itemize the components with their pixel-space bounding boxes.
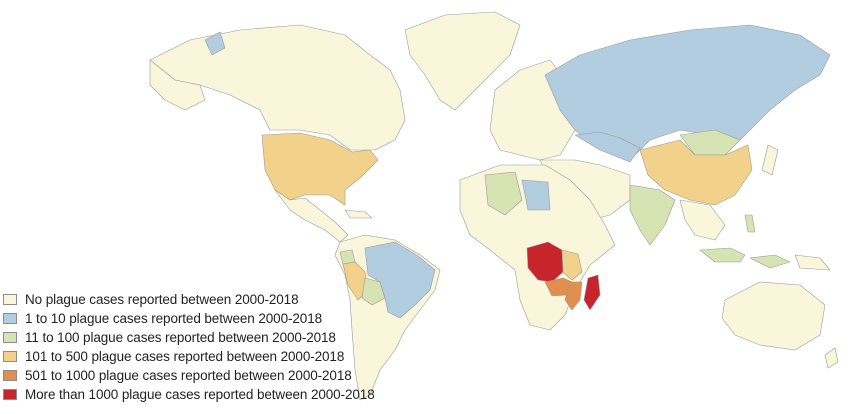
region-north-america [149,24,406,151]
region-japan [761,144,779,176]
region-kazakhstan [574,131,641,163]
region-madagascar [583,274,601,311]
legend-swatch [3,332,17,343]
legend-swatch [3,351,17,362]
region-china [639,139,753,206]
region-caribbean [344,209,373,219]
region-ecuador [339,249,356,265]
legend-item-501-1000: 501 to 1000 plague cases reported betwee… [3,366,383,385]
legend-item-101-500: 101 to 500 plague cases reported between… [3,347,383,366]
legend-label: 1 to 10 plague cases reported between 20… [25,311,323,326]
region-new-zealand [824,347,839,369]
region-brazil [364,241,436,319]
region-tanzania [561,249,583,281]
region-philippines [744,214,756,233]
region-dr-congo [526,241,564,283]
legend-label: No plague cases reported between 2000-20… [25,292,299,307]
region-indonesia-east [749,254,791,269]
legend-label: 101 to 500 plague cases reported between… [25,349,345,364]
legend-item-11-100: 11 to 100 plague cases reported between … [3,328,383,347]
map-legend: No plague cases reported between 2000-20… [3,290,383,404]
region-mozambique [564,281,583,311]
legend-swatch [3,313,17,324]
region-mexico [274,189,349,243]
region-bolivia [361,277,386,306]
legend-item-1-10: 1 to 10 plague cases reported between 20… [3,309,383,328]
legend-item-1000+: More than 1000 plague cases reported bet… [3,385,383,404]
legend-label: 501 to 1000 plague cases reported betwee… [25,368,352,383]
legend-swatch [3,389,17,400]
region-papua [794,254,831,271]
region-mongolia [679,129,741,156]
region-alaska [149,59,206,111]
region-indonesia [699,247,746,263]
legend-label: More than 1000 plague cases reported bet… [25,387,375,402]
region-libya [521,179,551,211]
legend-label: 11 to 100 plague cases reported between … [25,330,336,345]
legend-swatch [3,370,17,381]
legend-item-none: No plague cases reported between 2000-20… [3,290,383,309]
region-algeria [484,171,523,216]
legend-swatch [3,294,17,305]
region-india [629,184,676,246]
region-southeast-asia [679,199,726,241]
region-greenland [404,11,521,111]
region-australia [721,281,826,351]
region-island-nw [204,31,226,56]
